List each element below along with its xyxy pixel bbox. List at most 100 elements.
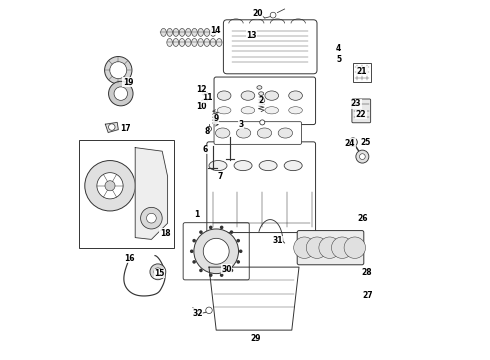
Circle shape: [104, 57, 132, 84]
Ellipse shape: [260, 99, 265, 103]
Text: 32: 32: [192, 309, 203, 318]
FancyBboxPatch shape: [214, 122, 301, 144]
Circle shape: [230, 269, 233, 272]
Circle shape: [239, 249, 243, 253]
Text: 4: 4: [336, 44, 341, 53]
Ellipse shape: [278, 128, 293, 138]
Circle shape: [206, 126, 212, 131]
Text: 7: 7: [217, 172, 222, 181]
Ellipse shape: [257, 86, 262, 89]
Circle shape: [209, 226, 213, 229]
Circle shape: [114, 87, 127, 100]
Circle shape: [203, 238, 229, 264]
Circle shape: [199, 230, 203, 234]
FancyBboxPatch shape: [297, 230, 364, 265]
Circle shape: [294, 237, 315, 258]
Text: 26: 26: [358, 214, 368, 223]
Circle shape: [230, 230, 233, 234]
Ellipse shape: [179, 39, 185, 46]
Text: 25: 25: [361, 138, 371, 147]
Circle shape: [150, 264, 166, 280]
Circle shape: [344, 237, 366, 258]
Text: 9: 9: [214, 114, 219, 123]
FancyBboxPatch shape: [214, 77, 316, 125]
Circle shape: [360, 154, 365, 159]
Circle shape: [193, 239, 196, 242]
Circle shape: [109, 81, 133, 106]
Circle shape: [237, 260, 240, 264]
Ellipse shape: [289, 107, 302, 114]
Circle shape: [237, 239, 240, 242]
Ellipse shape: [210, 39, 216, 46]
Ellipse shape: [173, 39, 179, 46]
Ellipse shape: [198, 39, 203, 46]
Circle shape: [141, 207, 162, 229]
Ellipse shape: [241, 107, 255, 114]
Text: 27: 27: [362, 291, 373, 300]
Text: 29: 29: [250, 334, 261, 343]
Ellipse shape: [259, 92, 264, 95]
Text: 15: 15: [154, 269, 165, 278]
Ellipse shape: [204, 39, 210, 46]
Ellipse shape: [198, 28, 203, 36]
Text: 8: 8: [204, 127, 210, 136]
Circle shape: [147, 213, 156, 223]
Text: 6: 6: [203, 145, 208, 154]
Ellipse shape: [167, 39, 172, 46]
Ellipse shape: [200, 86, 205, 90]
Ellipse shape: [257, 128, 271, 138]
Circle shape: [199, 269, 203, 272]
Circle shape: [109, 124, 115, 130]
Ellipse shape: [192, 39, 197, 46]
Text: 17: 17: [120, 124, 131, 133]
Ellipse shape: [210, 28, 216, 36]
Text: 30: 30: [221, 265, 232, 274]
Circle shape: [349, 138, 357, 147]
Ellipse shape: [234, 161, 252, 171]
Ellipse shape: [259, 161, 277, 171]
Ellipse shape: [265, 107, 279, 114]
Circle shape: [332, 237, 353, 258]
Ellipse shape: [265, 91, 279, 100]
Ellipse shape: [236, 128, 251, 138]
Circle shape: [194, 229, 239, 274]
Ellipse shape: [289, 91, 302, 100]
Ellipse shape: [192, 28, 197, 36]
Ellipse shape: [202, 99, 207, 103]
Ellipse shape: [284, 161, 302, 171]
Circle shape: [206, 307, 212, 314]
Circle shape: [85, 161, 135, 211]
FancyBboxPatch shape: [223, 20, 317, 74]
Circle shape: [270, 12, 276, 18]
Text: 10: 10: [196, 102, 207, 111]
Text: 3: 3: [239, 120, 244, 129]
Polygon shape: [105, 122, 118, 132]
Ellipse shape: [209, 161, 227, 171]
Text: 12: 12: [196, 85, 206, 94]
Ellipse shape: [167, 28, 172, 36]
Text: 11: 11: [202, 94, 213, 102]
FancyBboxPatch shape: [352, 99, 370, 123]
Text: 5: 5: [336, 55, 341, 64]
Text: 16: 16: [124, 254, 134, 263]
Circle shape: [193, 260, 196, 264]
Bar: [353, 63, 371, 82]
Ellipse shape: [173, 28, 179, 36]
Circle shape: [154, 268, 162, 276]
Ellipse shape: [186, 28, 191, 36]
Text: 1: 1: [194, 210, 199, 219]
Text: 19: 19: [123, 77, 133, 86]
Polygon shape: [135, 148, 168, 239]
Circle shape: [319, 237, 341, 258]
Text: 23: 23: [351, 99, 361, 108]
Circle shape: [220, 273, 223, 277]
Circle shape: [190, 249, 194, 253]
Ellipse shape: [204, 28, 210, 36]
Bar: [79, 140, 174, 248]
Circle shape: [97, 173, 123, 199]
Ellipse shape: [161, 28, 166, 36]
Ellipse shape: [241, 91, 255, 100]
Ellipse shape: [217, 91, 231, 100]
Text: 24: 24: [345, 139, 355, 148]
FancyBboxPatch shape: [207, 142, 316, 233]
